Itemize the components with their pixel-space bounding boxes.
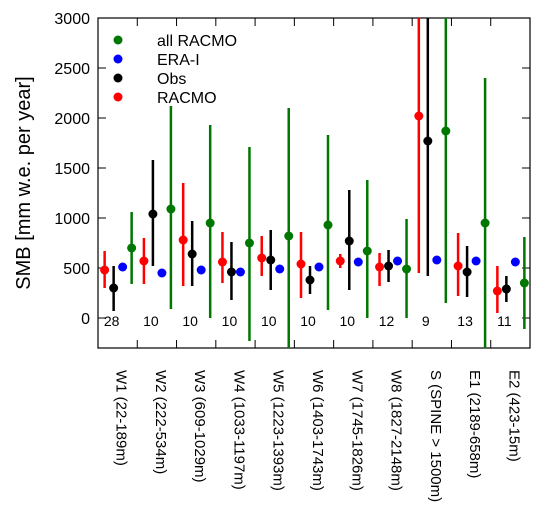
data-point: [139, 256, 149, 266]
data-point: [217, 257, 227, 267]
count-label: 10: [143, 313, 159, 329]
data-point: [257, 253, 267, 263]
data-point: [344, 236, 354, 246]
legend-marker: [113, 35, 123, 45]
data-point: [100, 265, 110, 275]
y-axis: 0 500 1000 1500 2000 2500 3000: [54, 11, 530, 348]
data-point: [453, 261, 463, 271]
count-label: 10: [182, 313, 198, 329]
legend-marker: [113, 54, 123, 64]
data-point: [305, 275, 315, 285]
y-tick-label: 2000: [54, 111, 90, 128]
count-label: 10: [339, 313, 355, 329]
data-point: [480, 218, 490, 228]
series-era-i: [118, 255, 520, 278]
legend-label: RACMO: [157, 90, 217, 107]
x-axis-labels: W1 (22-189m) W2 (222-534m) W3 (609-1029m) W…: [113, 370, 523, 502]
x-tick-label: E2 (423-15m): [505, 370, 522, 462]
x-tick-label: W6 (1403-1743m): [309, 370, 326, 491]
data-point: [471, 256, 481, 266]
data-point: [314, 262, 324, 272]
legend: all RACMO ERA-I Obs RACMO: [113, 33, 237, 107]
count-label: 12: [379, 313, 395, 329]
x-tick-label: W3 (609-1029m): [191, 370, 208, 483]
x-tick-label: W8 (1827-2148m): [388, 370, 405, 491]
count-label: 11: [497, 313, 512, 329]
data-point: [109, 283, 119, 293]
y-tick-label: 500: [63, 261, 90, 278]
count-label: 28: [104, 313, 120, 329]
y-tick-label: 2500: [54, 61, 90, 78]
series-obs: [109, 18, 511, 311]
series-layer: [100, 18, 529, 348]
data-point: [127, 243, 137, 253]
data-point: [266, 255, 276, 265]
data-point: [148, 209, 158, 219]
y-tick-label: 1500: [54, 161, 90, 178]
x-tick-label: W1 (22-189m): [113, 370, 130, 466]
data-point: [402, 264, 412, 274]
y-tick-label: 1000: [54, 211, 90, 228]
legend-label: ERA-I: [157, 52, 200, 69]
data-point: [362, 246, 372, 256]
data-point: [296, 259, 306, 269]
x-tick-label: W2 (222-534m): [152, 370, 169, 474]
count-labels: 28 10 10 10 10 10 10 12 9 13 11: [104, 313, 512, 329]
data-point: [178, 235, 188, 245]
legend-label: all RACMO: [157, 33, 237, 50]
count-label: 10: [300, 313, 316, 329]
data-point: [519, 278, 529, 288]
data-point: [353, 257, 363, 267]
plot-frame: [97, 17, 531, 349]
data-point: [166, 204, 176, 214]
count-label: 13: [457, 313, 473, 329]
data-point: [284, 231, 294, 241]
data-point: [157, 268, 167, 278]
data-point: [335, 256, 345, 266]
data-point: [441, 126, 451, 136]
x-tick-label: W5 (1223-1393m): [270, 370, 287, 491]
data-point: [118, 262, 128, 272]
y-tick-label: 3000: [54, 11, 90, 28]
data-point: [393, 256, 403, 266]
data-point: [235, 267, 245, 277]
legend-marker: [113, 73, 123, 83]
y-tick-label: 0: [81, 311, 90, 328]
legend-label: Obs: [157, 71, 186, 88]
x-tick-label: W7 (1745-1826m): [348, 370, 365, 491]
x-tick-label: S (SPINE > 1500m): [427, 370, 444, 502]
legend-marker: [113, 92, 123, 102]
data-point: [423, 136, 433, 146]
count-label: 10: [261, 313, 277, 329]
data-point: [187, 249, 197, 259]
data-point: [510, 257, 520, 267]
data-point: [501, 284, 511, 294]
data-point: [196, 265, 206, 275]
y-axis-label: SMB [mm w.e. per year]: [13, 76, 35, 289]
x-tick-label: E1 (2189-658m): [466, 370, 483, 478]
data-point: [205, 218, 215, 228]
count-label: 9: [422, 313, 430, 329]
data-point: [432, 255, 442, 265]
data-point: [462, 267, 472, 277]
data-point: [226, 267, 236, 277]
x-tick-label: W4 (1033-1197m): [230, 370, 247, 490]
data-point: [375, 262, 385, 272]
series-racmo: [100, 18, 502, 313]
series-all-racmo: [127, 18, 529, 348]
data-point: [244, 238, 254, 248]
data-point: [414, 111, 424, 121]
data-point: [323, 220, 333, 230]
data-point: [275, 264, 285, 274]
data-point: [492, 286, 502, 296]
data-point: [384, 261, 394, 271]
count-label: 10: [222, 313, 238, 329]
